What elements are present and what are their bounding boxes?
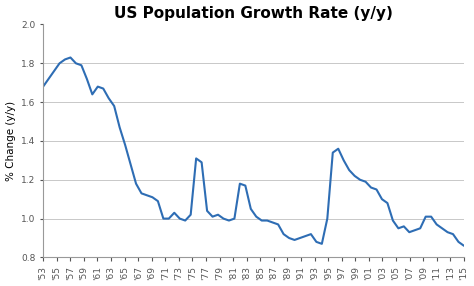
Title: US Population Growth Rate (y/y): US Population Growth Rate (y/y): [114, 5, 393, 21]
Y-axis label: % Change (y/y): % Change (y/y): [6, 101, 16, 181]
